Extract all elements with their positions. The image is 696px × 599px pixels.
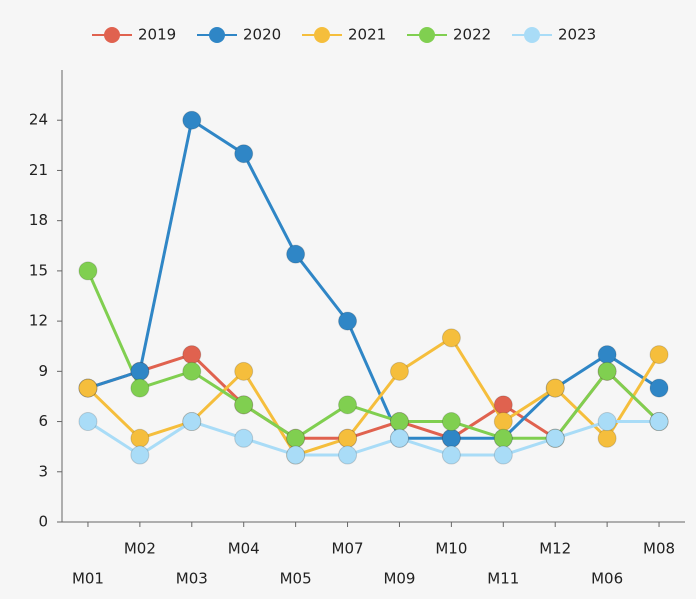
point [441, 328, 461, 348]
y-tick-label: 6 [38, 412, 48, 430]
point [78, 378, 98, 398]
point [389, 428, 409, 448]
point [649, 378, 669, 398]
point [130, 428, 150, 448]
point [493, 395, 513, 415]
y-tick-label: 9 [38, 362, 48, 380]
y-tick-label: 3 [38, 462, 48, 480]
series-line [87, 419, 660, 457]
legend-marker [209, 27, 225, 43]
point [597, 428, 617, 448]
point [286, 428, 306, 448]
point [234, 361, 254, 381]
point [182, 361, 202, 381]
point [234, 428, 254, 448]
y-tick-label: 21 [29, 161, 48, 179]
point [182, 110, 202, 130]
point [597, 412, 617, 432]
point [545, 378, 565, 398]
y-tick-label: 0 [38, 513, 48, 531]
legend-label: 2022 [453, 26, 491, 44]
series-line [86, 270, 661, 441]
point [389, 361, 409, 381]
point [493, 412, 513, 432]
point [441, 428, 461, 448]
point [130, 378, 150, 398]
y-tick-label: 18 [29, 211, 48, 229]
series-line [87, 117, 660, 440]
x-tick-label: M04 [228, 540, 260, 558]
point [649, 345, 669, 365]
legend-label: 2020 [243, 26, 281, 44]
x-tick-label: M02 [124, 540, 156, 558]
x-tick-label: M12 [539, 540, 571, 558]
point [286, 445, 306, 465]
point [338, 395, 358, 415]
point [130, 445, 150, 465]
point [130, 361, 150, 381]
legend-label: 2021 [348, 26, 386, 44]
series-line [87, 352, 661, 441]
legend-marker [419, 27, 435, 43]
x-tick-label: M06 [591, 570, 623, 588]
x-tick-label: M08 [643, 540, 675, 558]
point [182, 345, 202, 365]
point [338, 311, 358, 331]
point [234, 144, 254, 164]
x-tick-label: M09 [383, 570, 415, 588]
point [234, 395, 254, 415]
x-tick-label: M03 [176, 570, 208, 588]
legend-label: 2019 [138, 26, 176, 44]
point [182, 412, 202, 432]
point [389, 412, 409, 432]
point [597, 345, 617, 365]
point [545, 428, 565, 448]
point [441, 445, 461, 465]
x-tick-label: M01 [72, 570, 104, 588]
legend-marker [314, 27, 330, 43]
x-tick-label: M05 [280, 570, 312, 588]
series-line [86, 335, 661, 457]
y-tick-label: 12 [29, 312, 48, 330]
legend-marker [524, 27, 540, 43]
point [78, 261, 98, 281]
point [597, 361, 617, 381]
point [493, 428, 513, 448]
point [441, 412, 461, 432]
point [338, 428, 358, 448]
x-tick-label: M10 [435, 540, 467, 558]
x-tick-label: M11 [487, 570, 519, 588]
point [338, 445, 358, 465]
point [286, 244, 306, 264]
point [493, 445, 513, 465]
point [78, 412, 98, 432]
y-tick-label: 24 [29, 111, 48, 129]
x-tick-label: M07 [332, 540, 364, 558]
y-tick-label: 15 [29, 261, 48, 279]
point [649, 412, 669, 432]
legend-marker [104, 27, 120, 43]
legend-label: 2023 [558, 26, 596, 44]
